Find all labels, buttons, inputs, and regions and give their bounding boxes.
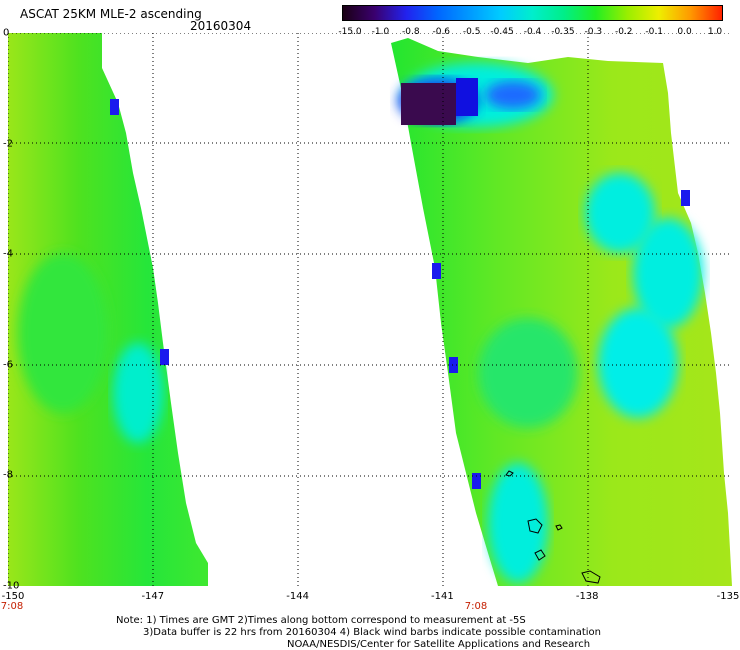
anomaly-patch [113,343,163,443]
note-line-3: NOAA/NESDIS/Center for Satellite Applica… [287,639,591,650]
anomaly-core [401,83,456,125]
colorbar-label: -0.6 [432,27,451,37]
anomaly-patch [485,81,541,109]
anomaly-pixel [160,349,169,365]
colorbar-label: -0.5 [462,27,481,37]
anomaly-patch [478,318,578,428]
anomaly-pixel [432,263,441,279]
latitude-tick-label: -10 [3,580,20,592]
longitude-tick-label: -147 [141,591,165,602]
anomaly-patch [598,308,678,418]
anomaly-patch [585,173,655,253]
anomaly-edge [456,78,478,116]
colorbar-label: -0.35 [551,27,575,37]
island-outline [505,470,514,477]
swath-left [8,33,208,586]
note-line-2: 3)Data buffer is 22 hrs from 20160304 4)… [143,627,601,638]
longitude-tick-label: -141 [431,591,454,602]
island-outline [581,570,601,584]
colorbar-label: -0.3 [584,27,603,37]
product-title: ASCAT 25KM MLE-2 ascending [20,7,202,21]
anomaly-patch [488,463,548,583]
latitude-tick-label: -6 [3,359,13,371]
pass-time-left: 7:08 [0,601,24,612]
latitude-tick-label: 0 [3,27,10,39]
pass-time-right: 7:08 [464,601,488,612]
latitude-tick-label: -8 [3,469,13,481]
colorbar-label: 1.0 [707,27,723,37]
note-line-1: Note: 1) Times are GMT 2)Times along bot… [116,615,526,626]
latitude-tick-label: -2 [3,138,13,150]
colorbar-label: -15.0 [338,27,362,37]
colorbar-label: -0.4 [523,27,542,37]
swath-map [8,33,732,586]
colorbar-label: -0.1 [645,27,663,37]
anomaly-patch [18,253,108,413]
latitude-tick-label: -4 [3,248,13,260]
anomaly-patch [633,218,703,328]
longitude-tick-label: -138 [575,591,599,602]
colorbar-label: -1.0 [371,27,390,37]
colorbar-label: -0.2 [614,27,633,37]
island-outline [527,518,543,534]
colorbar-label: -0.8 [402,27,420,37]
product-date: 20160304 [190,19,252,33]
longitude-tick-label: -150 [1,591,25,602]
anomaly-pixel [110,99,119,115]
island-outline [534,549,546,561]
colorbar [342,5,723,21]
anomaly-pixel [472,473,481,489]
colorbar-label: 0.0 [677,27,692,37]
anomaly-pixel [681,190,690,206]
swath-right [391,38,732,586]
longitude-tick-label: -135 [716,591,740,602]
longitude-tick-label: -144 [286,591,309,602]
colorbar-label: -0.45 [490,27,514,37]
anomaly-pixel [449,357,458,373]
island-outline [555,524,563,531]
